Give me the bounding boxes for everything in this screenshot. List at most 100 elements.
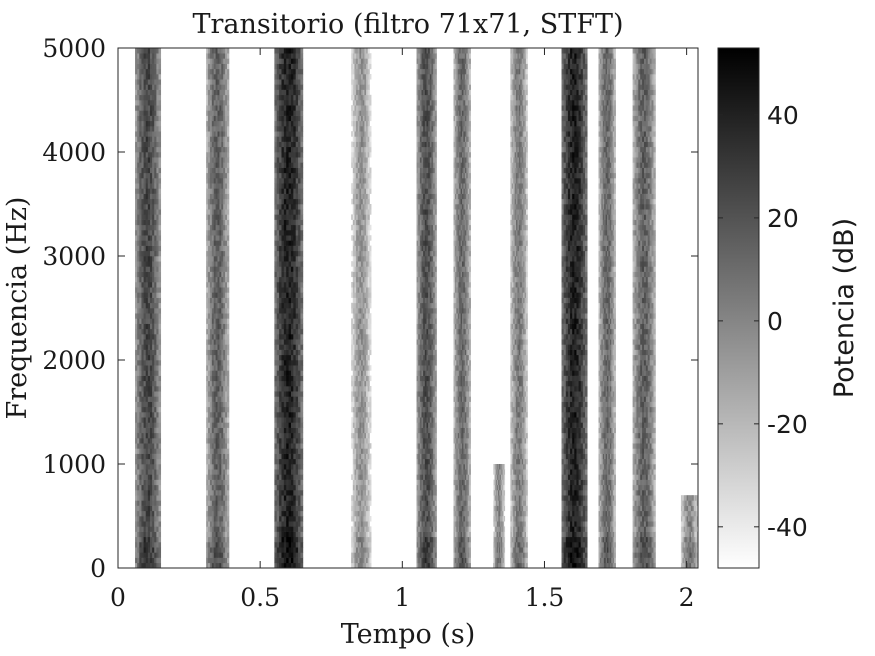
spectrogram-cell	[362, 495, 365, 501]
spectrogram-cell	[362, 68, 365, 75]
spectrogram-cell	[141, 235, 144, 241]
spectrogram-cell	[209, 297, 213, 304]
spectrogram-cell	[418, 271, 421, 278]
spectrogram-cell	[215, 521, 218, 527]
spectrogram-cell	[416, 68, 419, 75]
spectrogram-cell	[359, 521, 362, 527]
spectrogram-cell	[354, 256, 357, 262]
spectrogram-cell	[225, 282, 228, 288]
spectrogram-cell	[156, 193, 159, 200]
spectrogram-cell	[225, 562, 228, 568]
spectrogram-cell	[369, 453, 372, 460]
spectrogram-cell	[367, 375, 370, 382]
spectrogram-cell	[208, 417, 211, 423]
spectrogram-cell	[206, 292, 209, 298]
spectrogram-cell	[293, 557, 297, 564]
spectrogram-cell	[208, 464, 211, 470]
spectrogram-cell	[135, 282, 138, 288]
spectrogram-cell	[156, 557, 159, 564]
spectrogram-cell	[156, 323, 159, 330]
spectrogram-cell	[154, 292, 157, 298]
spectrogram-cell	[364, 58, 367, 64]
spectrogram-cell	[359, 313, 362, 319]
spectrogram-cell	[225, 334, 228, 340]
spectrogram-cell	[225, 152, 228, 158]
spectrogram-cell	[141, 510, 144, 517]
spectrogram-cell	[356, 178, 359, 184]
spectrogram-cell	[367, 510, 370, 517]
spectrogram-cell	[366, 172, 369, 179]
spectrogram-cell	[219, 521, 222, 527]
spectrogram-cell	[293, 120, 297, 127]
spectrogram-cell	[223, 313, 226, 319]
spectrogram-cell	[225, 500, 228, 506]
spectrogram-cell	[361, 126, 364, 132]
spectrogram-cell	[416, 235, 419, 241]
spectrogram-cell	[364, 214, 367, 220]
spectrogram-cell	[223, 526, 226, 532]
spectrogram-cell	[158, 162, 162, 168]
spectrogram-cell	[293, 131, 297, 137]
spectrogram-cell	[226, 209, 230, 215]
spectrogram-cell	[298, 204, 301, 210]
spectrogram-cell	[217, 542, 220, 548]
spectrogram-cell	[225, 230, 228, 236]
spectrogram-cell	[141, 214, 144, 220]
spectrogram-cell	[286, 505, 289, 512]
spectrogram-cell	[276, 74, 280, 80]
spectrogram-cell	[356, 146, 359, 153]
spectrogram-cell	[418, 443, 421, 449]
spectrogram-cell	[211, 287, 215, 293]
spectrogram-cell	[225, 349, 228, 356]
spectrogram-cell	[137, 162, 140, 168]
spectrogram-cell	[352, 48, 355, 54]
spectrogram-cell	[139, 136, 142, 142]
spectrogram-cell	[141, 292, 144, 298]
spectrogram-cell	[351, 360, 354, 366]
spectrogram-cell	[137, 126, 140, 132]
spectrogram-cell	[359, 157, 362, 163]
spectrogram-cell	[352, 193, 355, 200]
spectrogram-cell	[352, 536, 355, 543]
spectrogram-cell	[147, 417, 151, 423]
spectrogram-cell	[359, 131, 362, 137]
spectrogram-cell	[357, 53, 360, 59]
spectrogram-cell	[141, 396, 144, 402]
spectrogram-cell	[416, 266, 419, 272]
spectrogram-cell	[283, 360, 287, 366]
spectrogram-cell	[419, 516, 422, 522]
spectrogram-cell	[226, 235, 230, 241]
spectrogram-cell	[274, 79, 278, 85]
spectrogram-cell	[418, 458, 421, 465]
spectrogram-cell	[361, 105, 364, 111]
spectrogram-cell	[369, 235, 372, 241]
spectrogram-cell	[367, 126, 370, 132]
spectrogram-cell	[217, 536, 220, 543]
spectrogram-cell	[211, 386, 215, 392]
spectrogram-cell	[286, 495, 289, 501]
spectrogram-cell	[362, 282, 365, 288]
spectrogram-cell	[356, 188, 359, 194]
spectrogram-cell	[145, 282, 149, 288]
spectrogram-cell	[154, 74, 157, 80]
spectrogram-cell	[158, 495, 162, 501]
spectrogram-cell	[286, 391, 289, 397]
spectrogram-cell	[147, 172, 151, 179]
spectrogram-cell	[156, 172, 159, 179]
spectrogram-cell	[276, 313, 280, 319]
spectrogram-cell	[276, 401, 280, 408]
spectrogram-cell	[366, 453, 369, 460]
spectrogram-cell	[143, 557, 147, 564]
spectrogram-cell	[139, 271, 142, 278]
spectrogram-cell	[213, 521, 217, 527]
spectrogram-cell	[208, 245, 211, 252]
spectrogram-cell	[276, 339, 280, 345]
spectrogram-cell	[361, 58, 364, 64]
spectrogram-cell	[156, 214, 159, 220]
spectrogram-cell	[213, 141, 217, 148]
spectrogram-cell	[215, 531, 218, 538]
spectrogram-cell	[139, 443, 142, 449]
spectrogram-cell	[223, 74, 226, 80]
spectrogram-cell	[366, 547, 369, 553]
spectrogram-cell	[279, 505, 282, 512]
